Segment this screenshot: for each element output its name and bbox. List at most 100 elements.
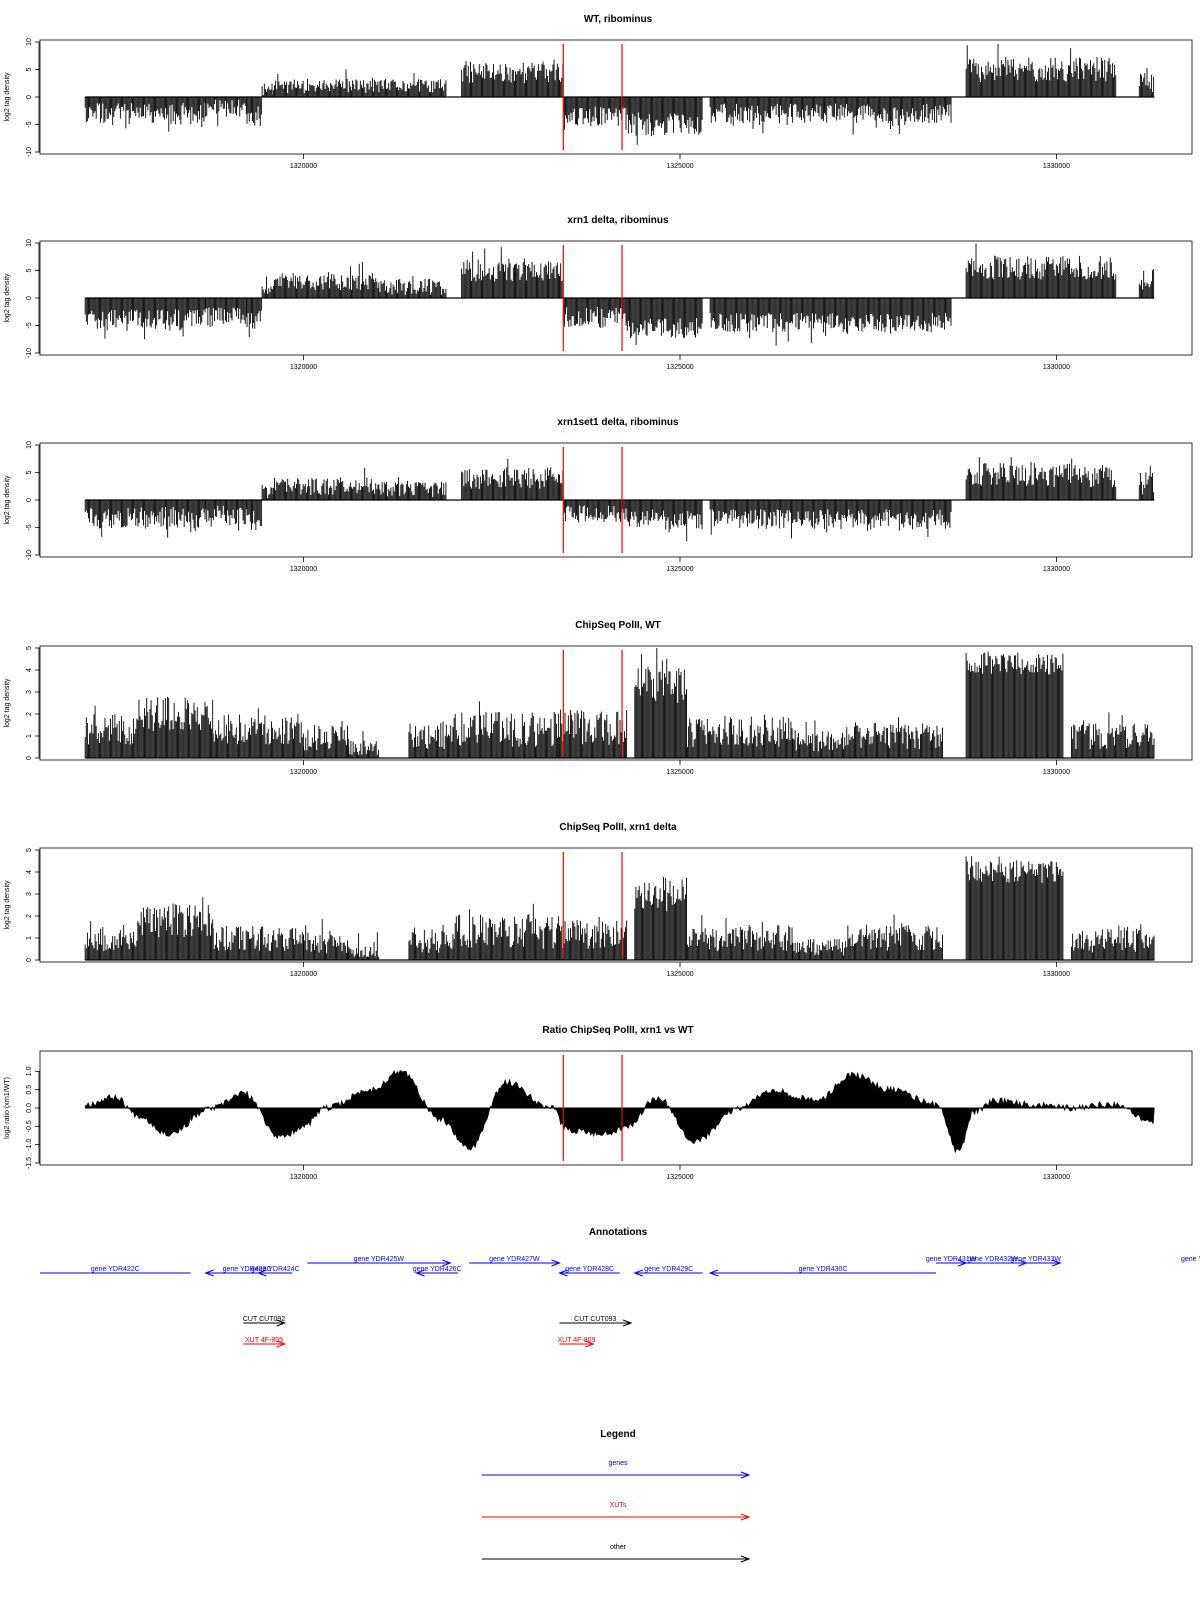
gene-annotation: gene YDR426C: [413, 1266, 462, 1277]
gene-label: gene YDR423C: [223, 1266, 272, 1273]
signal-segment: [272, 262, 379, 298]
gene-label: gene Y: [1181, 1256, 1200, 1263]
signal-segment: [303, 919, 350, 960]
y-axis-label: log2 tag density: [4, 880, 11, 930]
gene-label: gene YDR424C: [251, 1266, 300, 1273]
y-tick-label: -5: [26, 524, 33, 530]
signal-segment: [965, 43, 1117, 97]
y-tick-label: 5: [26, 848, 33, 852]
gene-label: gene YDR425W: [354, 1256, 405, 1263]
plot-frame: [39, 442, 1193, 558]
signal-segment: [205, 500, 247, 531]
gene-annotation: gene YDR433W: [1011, 1256, 1062, 1267]
gene-annotation: gene YDR430C: [708, 1266, 936, 1277]
arrow-head: [204, 1269, 214, 1277]
arrow-head: [442, 1259, 452, 1267]
gene-label: gene YDR431W: [926, 1256, 977, 1263]
signal-segment: [408, 721, 455, 758]
signal-segment: [261, 276, 274, 298]
gene-label: gene YDR432W: [967, 1256, 1018, 1263]
signal-segment: [461, 458, 564, 500]
x-tick-label: 1320000: [290, 1174, 317, 1181]
signal-segment: [212, 925, 304, 960]
signal-segment: [1138, 465, 1155, 500]
signal-segment: [453, 903, 560, 960]
signal-segment: [84, 500, 206, 538]
x-tick-label: 1325000: [666, 1174, 693, 1181]
y-tick-label: 5: [26, 268, 33, 272]
signal-segment: [687, 714, 793, 758]
y-tick-label: 3: [26, 690, 33, 694]
x-tick-label: 1320000: [290, 971, 317, 978]
gene-label: gene YDR426C: [413, 1266, 462, 1273]
y-tick-label: 4: [26, 668, 33, 672]
signal-segment: [303, 721, 350, 758]
arrow-head: [558, 1269, 568, 1277]
y-axis-label: log2 tag density: [4, 678, 11, 728]
xut-label: XUT 4F-805: [245, 1337, 283, 1344]
y-tick-label: -1.5: [26, 1157, 33, 1169]
legend-items: genes XUTs other: [482, 1460, 751, 1563]
y-tick-label: 1: [26, 936, 33, 940]
legend-entry: other: [482, 1544, 751, 1563]
signal-segment: [709, 500, 952, 539]
panel-title: ChipSeq PolII, WT: [575, 620, 661, 631]
x-tick-label: 1325000: [666, 971, 693, 978]
y-tick-label: 0: [26, 958, 33, 962]
y-tick-label: 1: [26, 734, 33, 738]
y-tick-label: -10: [26, 147, 33, 157]
x-tick-label: 1330000: [1043, 769, 1070, 776]
signal-segment: [246, 298, 262, 338]
plot-frame: [39, 39, 1193, 155]
signal-segment: [378, 275, 447, 298]
y-tick-label: 0: [26, 95, 33, 99]
legend-label: other: [610, 1544, 627, 1551]
y-tick-label: -1.0: [26, 1139, 33, 1151]
y-tick-label: 0: [26, 498, 33, 502]
signal-segment: [461, 247, 564, 298]
gene-label: gene YDR427W: [489, 1256, 540, 1263]
signal-segment: [246, 500, 262, 531]
y-axis-label: log2 tag density: [4, 273, 11, 323]
x-tick-label: 1330000: [1043, 1174, 1070, 1181]
x-tick-label: 1330000: [1043, 566, 1070, 573]
signal-segment: [792, 720, 846, 758]
arrow-head: [256, 1269, 267, 1277]
gene-label: gene YDR430C: [799, 1266, 848, 1273]
annotations-track: Annotations gene YDR422C gene YDR423Cgene…: [40, 1227, 1200, 1348]
x-tick-label: 1330000: [1043, 971, 1070, 978]
signal-segment: [461, 59, 564, 97]
panel-title: ChipSeq PolII, xrn1 delta: [559, 822, 677, 833]
y-tick-label: 10: [26, 441, 33, 449]
signal-segment: [137, 696, 214, 758]
x-tick-label: 1320000: [290, 364, 317, 371]
legend-entry: XUTs: [482, 1502, 751, 1521]
signal-segment: [626, 500, 703, 542]
y-tick-label: 5: [26, 646, 33, 650]
arrow-head: [740, 1513, 751, 1521]
gene-label: gene YDR422C: [91, 1266, 140, 1273]
y-tick-label: 0: [26, 756, 33, 760]
ratio-area: [84, 1069, 1155, 1154]
signal-segment: [845, 914, 943, 960]
gene-annotation: gene YDR427W: [469, 1256, 561, 1267]
y-tick-label: -0.5: [26, 1120, 33, 1132]
xut-label: XUT 4F-809: [557, 1337, 595, 1344]
y-tick-label: 2: [26, 712, 33, 716]
arrow-head: [708, 1269, 719, 1277]
arrow-head: [415, 1269, 425, 1277]
y-tick-label: 0.0: [26, 1103, 33, 1113]
signal-segment: [1138, 68, 1155, 97]
y-axis-label: log2 tag density: [4, 72, 11, 122]
gene-annotation: gene Y: [1181, 1256, 1200, 1263]
signal-segment: [709, 298, 952, 346]
y-tick-label: 0.5: [26, 1085, 33, 1095]
track-panel: Ratio ChipSeq PolII, xrn1 vs WT log2 rati…: [4, 1025, 1193, 1181]
y-tick-label: 0: [26, 296, 33, 300]
signal-segment: [453, 701, 560, 758]
signal-segment: [634, 877, 687, 960]
y-tick-label: 5: [26, 67, 33, 71]
